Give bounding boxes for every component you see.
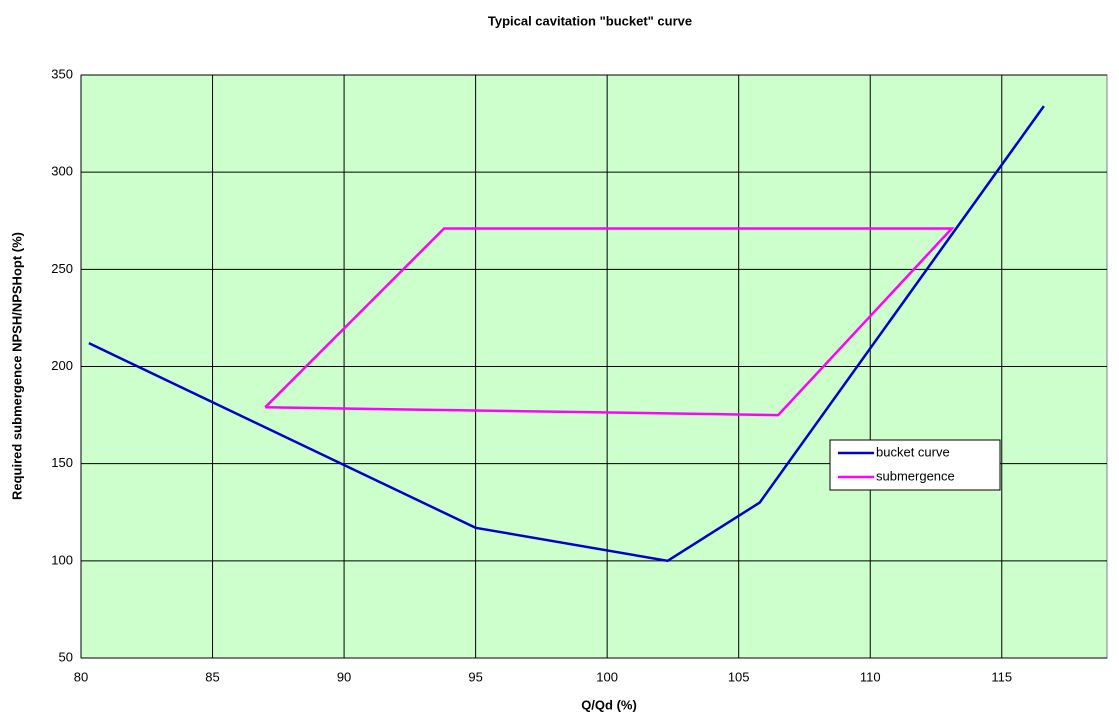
x-tick-label: 100	[596, 669, 618, 684]
chart-title: Typical cavitation "bucket" curve	[488, 13, 692, 28]
x-tick-label: 80	[74, 669, 88, 684]
x-tick-label: 110	[860, 669, 881, 684]
x-axis-label: Q/Qd (%)	[581, 697, 637, 712]
x-tick-label: 90	[337, 669, 351, 684]
x-tick-label: 105	[728, 669, 750, 684]
y-tick-label: 250	[51, 261, 73, 276]
y-tick-label: 150	[51, 455, 73, 470]
y-tick-label: 300	[51, 164, 73, 179]
chart: Typical cavitation "bucket" curve Q/Qd (…	[0, 0, 1119, 722]
y-tick-label: 200	[51, 358, 73, 373]
y-axis-label: Required submergence NPSH/NPSHopt (%)	[9, 232, 24, 500]
y-tick-label: 350	[51, 66, 73, 81]
y-tick-label: 100	[51, 552, 73, 567]
x-tick-label: 85	[205, 669, 219, 684]
legend-label: bucket curve	[876, 444, 950, 459]
x-tick-label: 115	[991, 669, 1012, 684]
y-tick-label: 50	[59, 649, 73, 664]
legend-label: submergence	[876, 468, 955, 483]
x-tick-label: 95	[468, 669, 482, 684]
